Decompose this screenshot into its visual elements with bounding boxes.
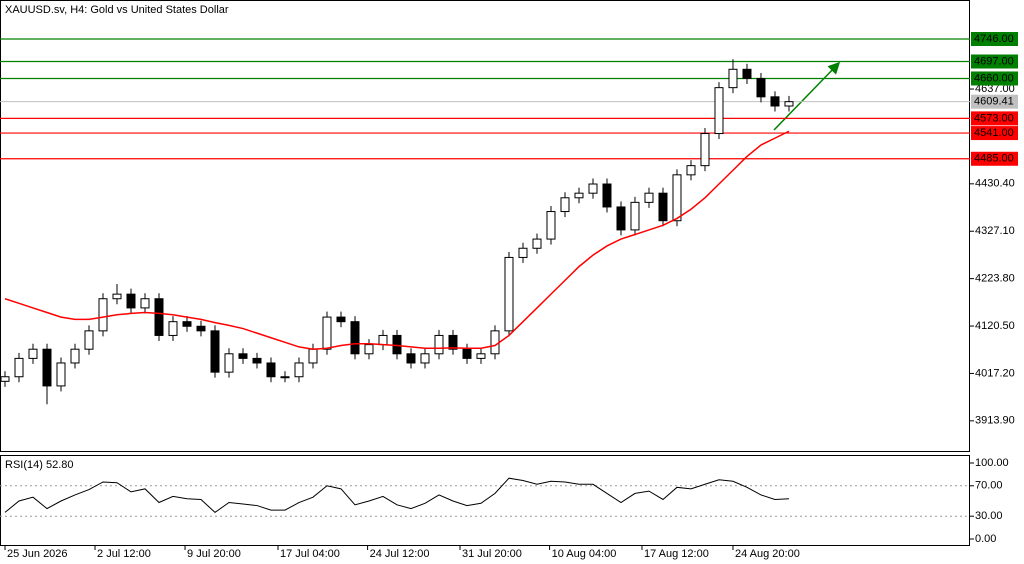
x-tick-label: 2 Jul 12:00 [97, 548, 151, 560]
candle-body [644, 192, 654, 203]
current-price-label: 4609.41 [974, 96, 1014, 108]
candle-body [336, 316, 346, 323]
candle-body [504, 256, 514, 332]
rsi-tick-label: 30.00 [975, 510, 1003, 522]
x-tick-label: 25 Jun 2026 [7, 548, 68, 560]
level-label: 4697.00 [974, 55, 1014, 67]
candle-body [280, 376, 290, 379]
candle-body [406, 353, 416, 364]
current-price-box [971, 94, 1018, 109]
y-tick-label: 4430.40 [975, 178, 1015, 190]
candle-body [574, 192, 584, 199]
level-box [971, 126, 1018, 141]
level-label: 4660.00 [974, 72, 1014, 84]
candle-body [154, 298, 164, 336]
candle-body [0, 376, 10, 382]
candle-body [546, 211, 556, 240]
rsi-tick-label: 70.00 [975, 480, 1003, 492]
candle-body [518, 247, 528, 258]
y-tick-label: 4327.10 [975, 225, 1015, 237]
candle-body [700, 133, 710, 167]
candle-body [28, 348, 38, 359]
candle-body [210, 330, 220, 373]
x-tick-label: 31 Jul 20:00 [462, 548, 522, 560]
candle-body [322, 316, 332, 350]
level-label: 4541.00 [974, 127, 1014, 139]
candle-body [616, 206, 626, 231]
level-box [971, 54, 1018, 69]
candle-body [14, 357, 24, 378]
level-box [971, 71, 1018, 86]
candle-body [84, 330, 94, 350]
candle-body [756, 77, 766, 98]
y-tick-label: 4223.80 [975, 273, 1015, 285]
candle-body [126, 293, 136, 309]
candle-body [784, 101, 794, 107]
y-tick-label: 4637.00 [975, 83, 1015, 95]
x-tick-label: 10 Aug 04:00 [552, 548, 617, 560]
x-tick-label: 24 Jul 12:00 [370, 548, 430, 560]
candle-body [56, 362, 66, 387]
trend-arrow [773, 61, 841, 131]
candle-body [602, 183, 612, 208]
candle-body [224, 353, 234, 373]
y-tick-label: 3913.90 [975, 415, 1015, 427]
candle-body [532, 238, 542, 249]
candle-body [588, 183, 598, 194]
level-label: 4746.00 [974, 33, 1014, 45]
candle-body [238, 353, 248, 359]
candle-body [168, 321, 178, 336]
moving-average [4, 130, 790, 350]
price-panel [0, 0, 970, 452]
candle-body [658, 192, 668, 222]
candle-body [728, 68, 738, 89]
candle-body [686, 165, 696, 176]
candle-body [252, 357, 262, 364]
y-tick-label: 4017.20 [975, 367, 1015, 379]
candle-body [98, 298, 108, 332]
candle-body [182, 321, 192, 327]
x-tick-label: 9 Jul 20:00 [187, 548, 241, 560]
candle-body [112, 293, 122, 300]
candle-body [294, 362, 304, 378]
candle-body [140, 298, 150, 309]
level-box [971, 111, 1018, 126]
candle-body [714, 87, 724, 135]
candle-body [742, 68, 752, 79]
level-label: 4573.00 [974, 112, 1014, 124]
candle-body [420, 353, 430, 364]
x-tick-label: 17 Jul 04:00 [280, 548, 340, 560]
candle-body [490, 330, 500, 355]
candle-body [266, 362, 276, 378]
candle-body [434, 334, 444, 355]
candle-body [378, 334, 388, 346]
rsi-tick-label: 0.00 [975, 533, 996, 545]
level-box [971, 151, 1018, 166]
level-box [971, 32, 1018, 47]
candle-body [462, 348, 472, 359]
rsi-line [4, 477, 790, 514]
candle-body [672, 174, 682, 222]
x-tick-label: 24 Aug 20:00 [735, 548, 800, 560]
candle-body [42, 348, 52, 387]
rsi-tick-label: 100.00 [975, 457, 1009, 469]
candle-body [70, 348, 80, 364]
rsi-panel [0, 455, 970, 546]
candle-body [476, 353, 486, 359]
candle-body [560, 197, 570, 213]
candle-body [770, 96, 780, 107]
candle-body [448, 334, 458, 350]
rsi-title: RSI(14) 52.80 [5, 459, 73, 471]
candle-body [630, 201, 640, 231]
candle-body [350, 321, 360, 355]
level-label: 4485.00 [974, 153, 1014, 165]
x-tick-label: 17 Aug 12:00 [644, 548, 709, 560]
y-tick-label: 4120.50 [975, 320, 1015, 332]
candle-body [364, 344, 374, 355]
candle-body [196, 325, 206, 332]
chart-title: XAUUSD.sv, H4: Gold vs United States Dol… [5, 4, 229, 16]
candle-body [308, 348, 318, 364]
